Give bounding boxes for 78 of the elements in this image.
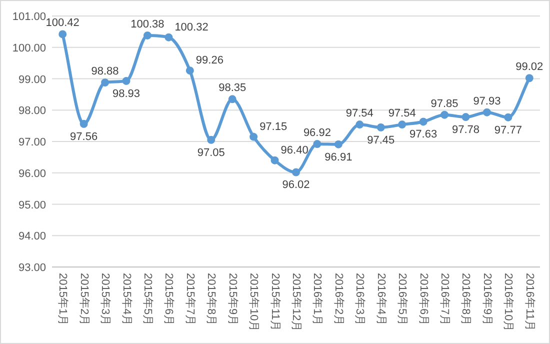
data-label: 96.92 [303,127,331,140]
y-tick-label: 95.00 [18,199,46,212]
x-tick-label: 2015年2月 [78,273,90,326]
point [356,120,364,129]
data-label: 97.85 [430,98,458,110]
point [80,120,88,128]
x-tick-label: 2015年3月 [99,273,112,326]
data-label: 100.38 [130,18,164,30]
y-tick-label: 101.00 [12,11,46,23]
data-label: 97.54 [388,108,416,120]
x-tick-label: 2015年12月 [290,273,302,332]
point [122,76,130,85]
x-tick-label: 2015年8月 [205,273,218,326]
data-label: 97.77 [494,124,522,136]
point [398,120,406,129]
point [504,113,512,122]
point [228,95,236,104]
point [525,74,534,82]
y-tick-label: 93.00 [18,262,46,274]
x-tick-label: 2016年1月 [311,273,324,326]
x-tick-label: 2015年7月 [184,273,196,326]
x-tick-label: 2016年7月 [438,273,451,326]
point [186,66,194,75]
point [164,33,173,42]
x-tick-label: 2015年11月 [268,273,281,331]
x-tick-label: 2015年5月 [141,273,154,326]
x-tick-label: 2015年1月 [56,273,69,326]
point [207,136,216,144]
x-tick-label: 2016年5月 [396,273,408,326]
x-tick-label: 2015年10月 [248,273,260,332]
x-tick-label: 2016年9月 [480,273,493,326]
data-label: 97.05 [197,146,225,159]
data-label: 99.26 [196,54,224,67]
x-tick-label: 2015年4月 [120,273,132,326]
data-label: 98.35 [218,82,246,94]
x-tick-label: 2016年11月 [523,273,536,331]
point [313,140,322,148]
data-label: 97.93 [473,95,501,108]
point [101,78,110,87]
data-label: 97.45 [367,134,395,146]
x-tick-label: 2016年10月 [502,273,514,332]
data-label: 96.91 [324,151,352,164]
data-label: 97.54 [346,108,374,120]
point [419,118,428,126]
point [482,108,491,116]
y-tick-label: 98.00 [18,105,46,118]
x-tick-label: 2016年4月 [374,273,387,326]
data-label: 96.40 [280,144,308,156]
point [440,110,449,119]
x-tick-label: 2015年9月 [226,273,238,326]
x-tick-label: 2016年8月 [460,273,472,326]
data-label: 98.93 [112,88,140,100]
point [334,140,342,148]
y-tick-label: 96.00 [18,168,46,180]
x-tick-label: 2016年6月 [417,273,430,326]
x-tick-label: 2016年2月 [332,273,344,326]
y-tick-label: 100.00 [12,42,46,54]
data-label: 97.15 [260,120,288,133]
data-label: 99.02 [516,61,544,74]
x-tick-label: 2016年3月 [354,273,366,326]
data-label: 97.78 [452,124,480,136]
point [58,30,67,38]
data-label: 96.02 [282,179,310,192]
point [270,156,279,164]
point [250,132,258,141]
point [376,123,385,132]
point [462,113,470,122]
y-tick-label: 97.00 [18,136,46,148]
data-label: 97.56 [70,130,98,143]
x-tick-label: 2015年6月 [162,273,175,326]
y-tick-label: 99.00 [18,74,46,86]
data-label: 100.42 [46,17,80,30]
point [292,168,300,176]
data-label: 98.88 [91,66,119,78]
y-tick-label: 94.00 [18,230,46,243]
data-label: 100.32 [174,21,208,34]
point [143,31,152,40]
data-label: 97.63 [410,128,438,141]
